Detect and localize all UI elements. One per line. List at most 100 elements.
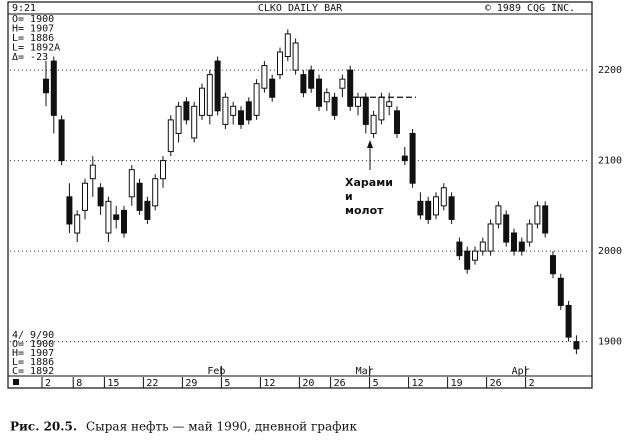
candle-body [175, 105, 182, 134]
candle-body [479, 241, 486, 252]
x-tick-label: 5 [224, 378, 230, 389]
candle-body [401, 155, 408, 162]
x-tick-label: 15 [107, 378, 119, 389]
x-tick-label: 29 [185, 378, 197, 389]
x-tick-label: 8 [76, 378, 82, 389]
info-line: H= 1907 [12, 348, 54, 359]
x-tick-label: 2 [45, 378, 51, 389]
info-line: 4/ 9/90 [12, 330, 54, 341]
candle-body [550, 255, 556, 275]
x-tick-label: 12 [412, 378, 424, 389]
candle-body [339, 78, 346, 89]
y-tick-label: 2000 [598, 246, 622, 257]
candle-body [74, 214, 81, 234]
annotation: Харами [345, 176, 393, 189]
candle-body [503, 214, 510, 243]
candle-body [355, 96, 361, 107]
y-tick-label: 2200 [598, 65, 622, 76]
x-tick-label: 2 [529, 378, 535, 389]
y-tick-label: 1900 [598, 337, 622, 348]
candle-body [526, 223, 533, 243]
x-tick-label: 26 [490, 378, 502, 389]
candle-body [58, 119, 65, 162]
candle-body [50, 60, 57, 116]
candle-body [191, 105, 198, 139]
candle-body [128, 169, 135, 198]
candle-body [386, 101, 393, 107]
candle-body [565, 304, 572, 338]
candle-body [238, 110, 244, 125]
candle-body [495, 205, 502, 225]
candle-body [409, 132, 416, 184]
candle-body [300, 74, 307, 94]
candle-body [230, 105, 237, 116]
x-tick-label: 5 [373, 378, 379, 389]
candle-body [253, 83, 260, 116]
candle-body [542, 205, 549, 234]
x-tick-label: 19 [451, 378, 463, 389]
candle-body [206, 74, 213, 116]
month-label: Apr [512, 366, 530, 377]
info-line: L= 1886 [12, 33, 54, 44]
axis-marker [13, 379, 19, 385]
candle-body [160, 160, 166, 180]
candle-body [152, 178, 159, 207]
candle-body [534, 205, 541, 225]
candle-body [284, 33, 291, 58]
candle-body [308, 69, 315, 89]
candle-body [487, 223, 494, 252]
x-tick-label: 12 [263, 378, 275, 389]
info-line: L= 1886 [12, 357, 54, 368]
info-line: Δ= -23 [12, 52, 48, 63]
annotation-arrowhead [367, 140, 373, 148]
candle-body [456, 241, 463, 257]
candle-body [222, 96, 229, 125]
candle-body [370, 114, 377, 134]
chart-title: CLKO DAILY BAR [258, 3, 343, 14]
candle-body [417, 200, 424, 216]
candle-body [167, 119, 174, 153]
candle-body [269, 78, 276, 98]
candle-body [292, 42, 299, 71]
candle-body [557, 277, 564, 306]
candle-body [89, 164, 96, 180]
y-tick-label: 2100 [598, 156, 622, 167]
caption: Сырая нефть — май 1990, дневной график [86, 420, 358, 434]
annotation: и [345, 190, 353, 203]
candle-body [440, 187, 447, 207]
info-line: H= 1907 [12, 24, 54, 35]
candle-body [97, 187, 104, 207]
x-tick-label: 20 [302, 378, 314, 389]
info-line: L= 1892A [12, 43, 60, 54]
candle-body [113, 214, 120, 220]
candle-body [394, 110, 400, 134]
copyright: © 1989 CQG INC. [485, 3, 575, 14]
candle-body [245, 101, 252, 121]
candle-body [518, 241, 525, 252]
candle-body [199, 87, 205, 116]
x-tick-label: 22 [146, 378, 158, 389]
candle-body [362, 96, 369, 125]
annotation: молот [345, 204, 384, 217]
candle-body [331, 96, 338, 116]
candle-body [82, 182, 88, 211]
candle-body [277, 51, 283, 76]
candle-body [121, 209, 127, 234]
x-tick-label: 26 [334, 378, 346, 389]
month-label: Mar [356, 366, 374, 377]
time: 9:21 [12, 3, 36, 14]
candle-body [433, 196, 439, 216]
candle-body [214, 60, 221, 112]
info-line: C= 1892 [12, 366, 54, 377]
candle-body [66, 196, 73, 225]
candle-body [425, 200, 432, 220]
candle-body [464, 250, 471, 270]
candle-body [261, 65, 268, 89]
candle-body [136, 182, 143, 211]
candle-body [378, 96, 385, 121]
frame [7, 1, 593, 389]
candle-body [347, 69, 354, 107]
candle-body [472, 250, 478, 261]
info-line: O= 1900 [12, 339, 54, 350]
